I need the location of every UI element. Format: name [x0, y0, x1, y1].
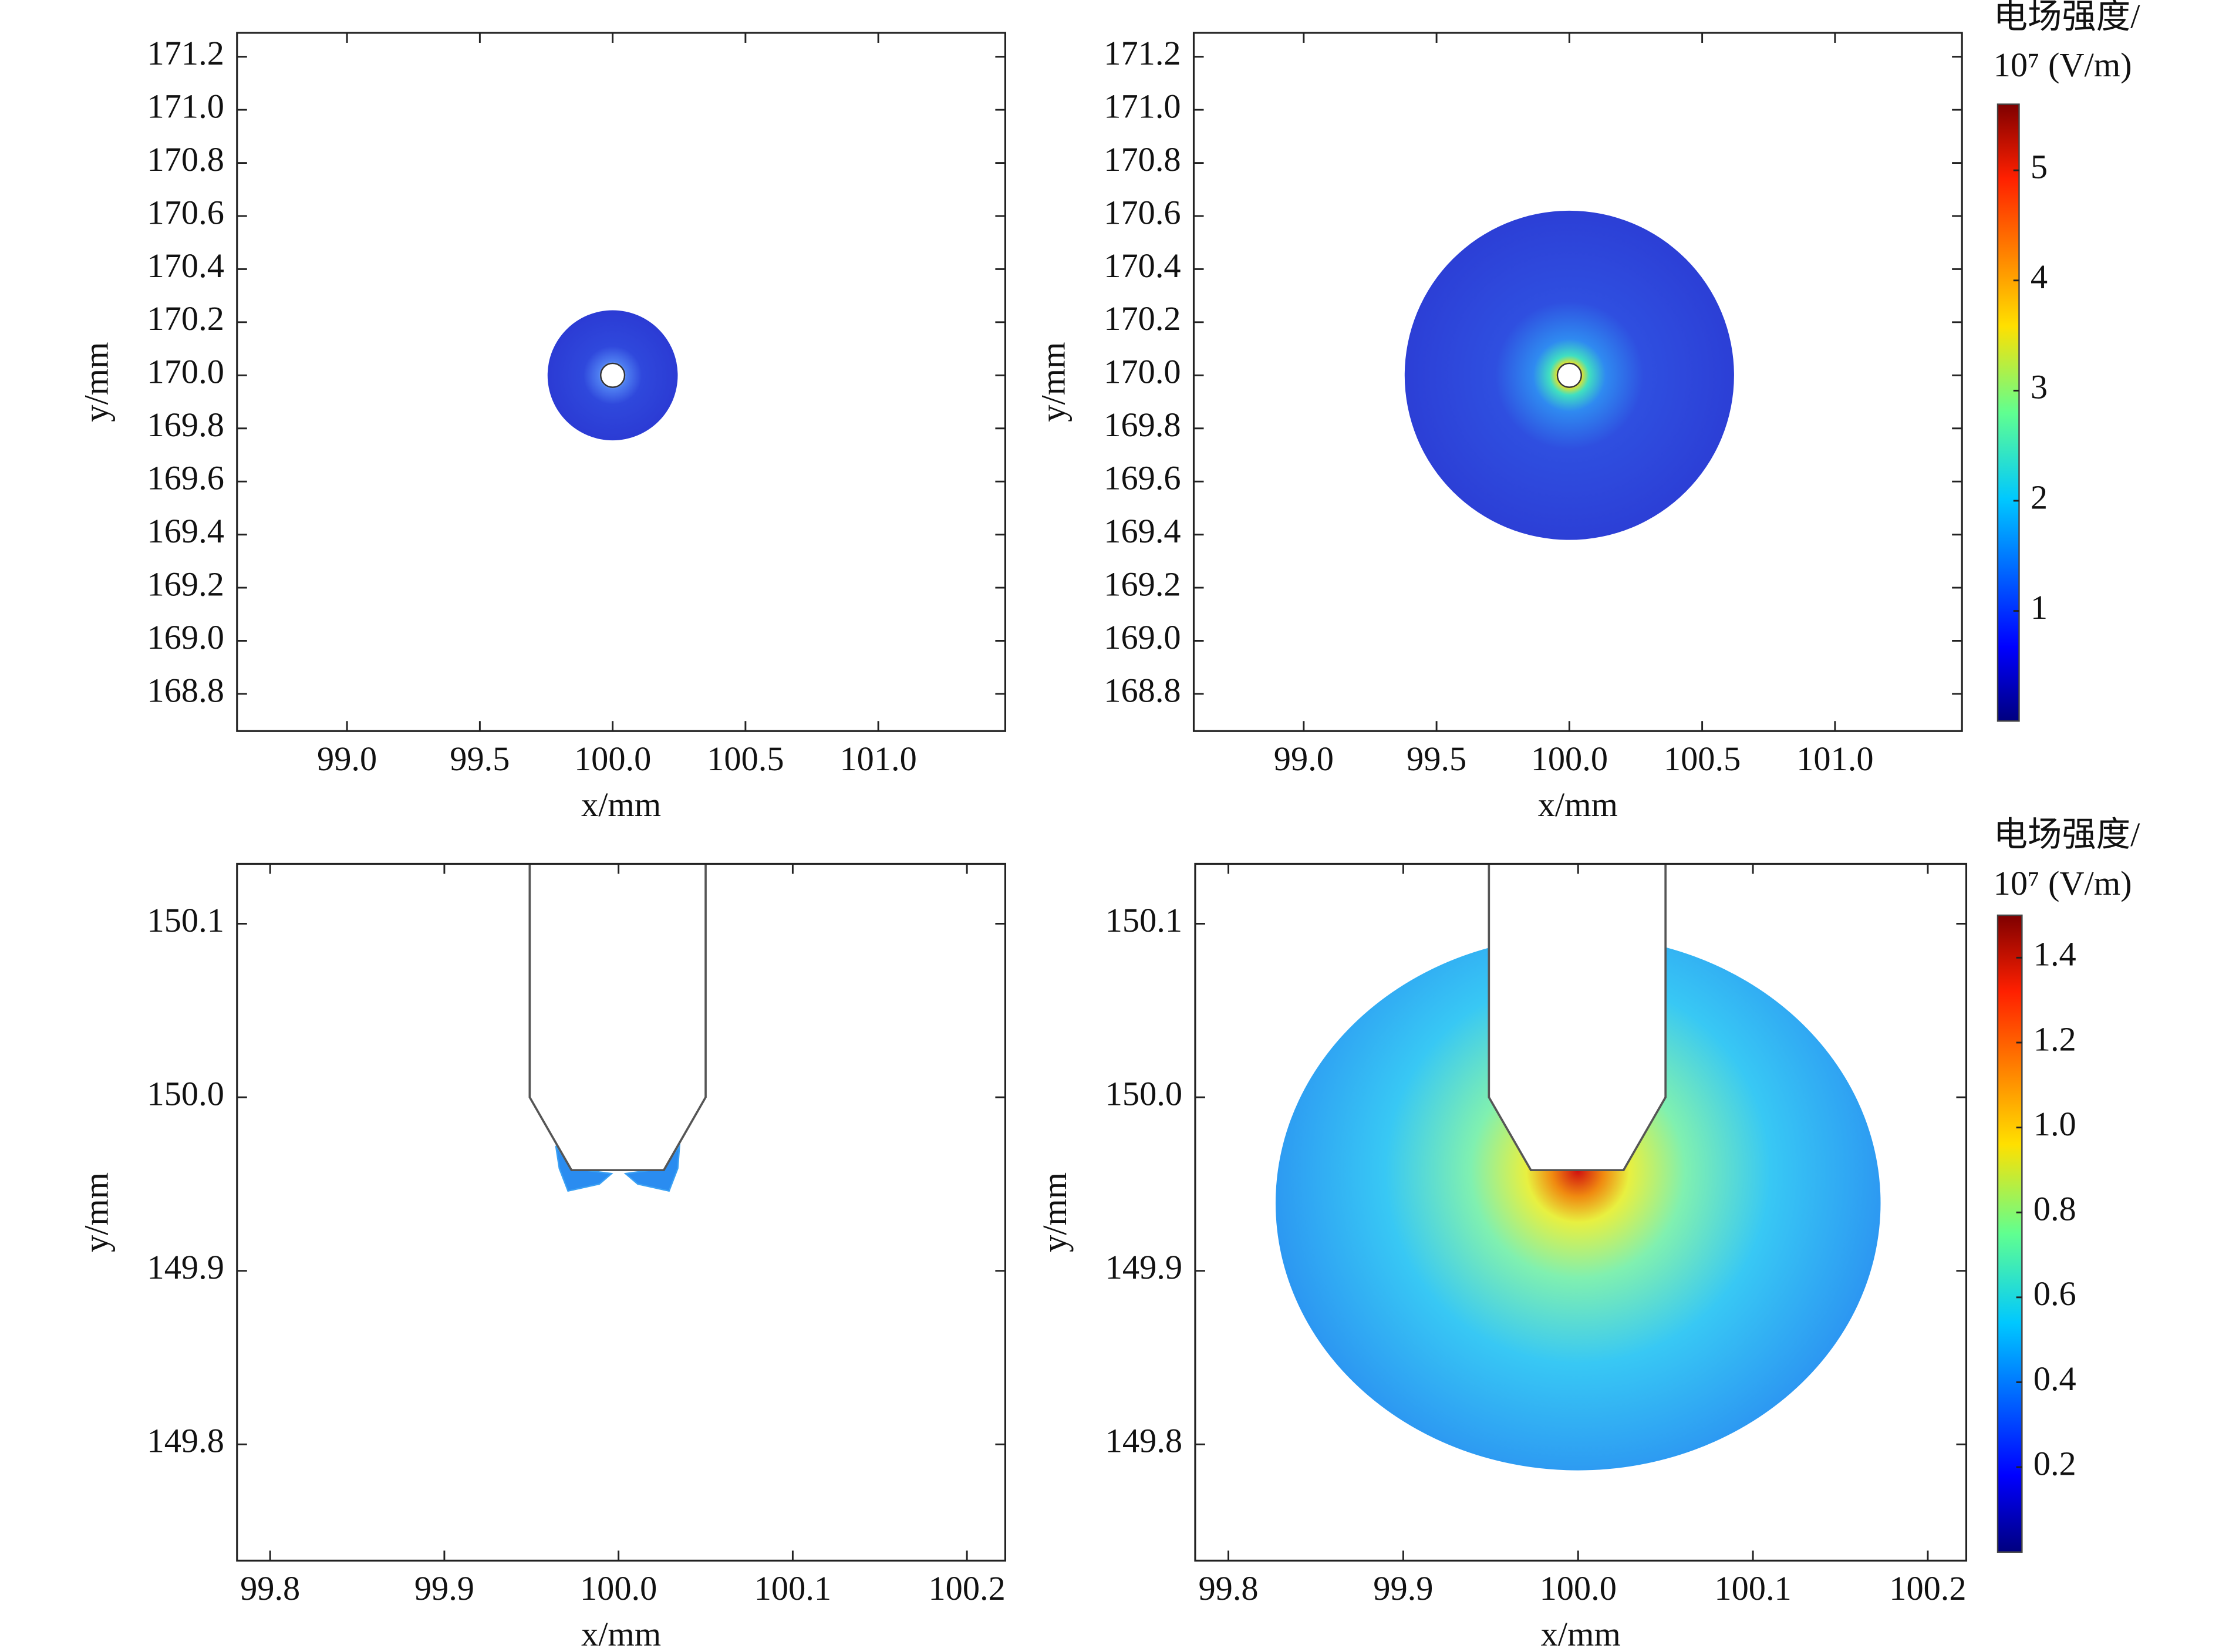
colorbar-label: 10⁷ (V/m): [1994, 46, 2132, 84]
y-tick-label: 168.8: [1104, 671, 1181, 709]
colorbar-tick-label: 1.4: [2033, 935, 2076, 973]
x-tick-label: 100.2: [928, 1569, 1005, 1607]
y-tick-label: 171.0: [1104, 87, 1181, 125]
plot-area: [1275, 864, 1881, 1471]
colorbar-tick-label: 0.4: [2033, 1360, 2076, 1398]
x-axis-label: x/mm: [581, 1615, 661, 1652]
y-tick-label: 170.0: [147, 353, 224, 391]
conductor: [1556, 362, 1582, 388]
colorbar-tick-label: 0.8: [2033, 1190, 2076, 1228]
y-tick-label: 169.4: [1104, 512, 1181, 550]
y-tick-label: 169.0: [1104, 618, 1181, 656]
colorbar-tick-label: 3: [2031, 368, 2048, 406]
y-tick-label: 150.1: [147, 901, 224, 939]
y-tick-label: 149.8: [147, 1422, 224, 1460]
y-axis-label: y/mm: [77, 342, 116, 422]
colorbar-tick-label: 0.2: [2033, 1445, 2076, 1483]
x-tick-label: 100.0: [580, 1569, 657, 1607]
plot-frame: [236, 862, 1007, 1562]
y-tick-label: 169.8: [1104, 406, 1181, 444]
x-tick-label: 99.8: [240, 1569, 300, 1607]
x-tick-label: 100.0: [1540, 1569, 1617, 1607]
y-tick-label: 168.8: [147, 671, 224, 709]
x-axis-label: x/mm: [1538, 785, 1618, 824]
x-tick-label: 99.8: [1198, 1569, 1258, 1607]
x-axis-label: x/mm: [581, 785, 661, 824]
y-tick-label: 170.2: [1104, 299, 1181, 338]
y-tick-label: 150.0: [1105, 1074, 1182, 1112]
colorbar-tick-label: 1.0: [2033, 1105, 2076, 1143]
y-tick-label: 169.6: [1104, 459, 1181, 497]
y-tick-label: 170.6: [147, 193, 224, 231]
x-axis-label: x/mm: [1541, 1615, 1621, 1652]
colorbar: [1997, 103, 2020, 722]
x-tick-label: 100.5: [1664, 740, 1741, 778]
x-tick-label: 99.0: [1274, 740, 1334, 778]
x-tick-label: 100.1: [1714, 1569, 1791, 1607]
y-tick-label: 169.4: [147, 512, 224, 550]
colorbar-tick-label: 2: [2031, 478, 2048, 516]
x-tick-label: 99.5: [450, 740, 510, 778]
colorbar-label: 10⁷ (V/m): [1994, 864, 2132, 902]
y-tick-label: 170.4: [1104, 247, 1181, 285]
y-tick-label: 150.1: [1105, 901, 1182, 939]
field-region: [1275, 936, 1881, 1471]
y-tick-label: 170.2: [147, 299, 224, 338]
electrode: [528, 864, 707, 1172]
y-axis-label: y/mm: [1034, 342, 1072, 422]
plot-area: [528, 864, 707, 1192]
y-tick-label: 171.2: [147, 34, 224, 72]
colorbar-tick-label: 1.2: [2033, 1020, 2076, 1058]
y-tick-label: 169.6: [147, 459, 224, 497]
colorbar-tick-label: 1: [2031, 588, 2048, 626]
x-tick-label: 100.0: [574, 740, 651, 778]
y-tick-label: 170.8: [147, 140, 224, 178]
colorbar-label: 电场强度/: [1994, 815, 2140, 854]
y-tick-label: 169.2: [1104, 565, 1181, 603]
x-tick-label: 100.5: [707, 740, 784, 778]
electrode: [1488, 864, 1667, 1172]
y-tick-label: 149.8: [1105, 1422, 1182, 1460]
y-tick-label: 169.2: [147, 565, 224, 603]
y-tick-label: 170.4: [147, 247, 224, 285]
x-tick-label: 99.0: [317, 740, 377, 778]
y-tick-label: 150.0: [147, 1074, 224, 1112]
colorbar-tick-label: 4: [2031, 258, 2048, 296]
y-axis-label: y/mm: [1036, 1172, 1074, 1252]
conductor: [600, 362, 626, 388]
x-tick-label: 100.0: [1531, 740, 1608, 778]
x-tick-label: 99.5: [1407, 740, 1466, 778]
x-tick-label: 100.1: [754, 1569, 831, 1607]
y-tick-label: 170.0: [1104, 353, 1181, 391]
y-tick-label: 169.0: [147, 618, 224, 656]
y-tick-label: 169.8: [147, 406, 224, 444]
y-tick-label: 171.2: [1104, 34, 1181, 72]
x-tick-label: 101.0: [1796, 740, 1873, 778]
y-tick-label: 171.0: [147, 87, 224, 125]
x-tick-label: 100.2: [1889, 1569, 1966, 1607]
colorbar-tick-label: 5: [2031, 148, 2048, 186]
plot-frame: [236, 32, 1007, 732]
y-tick-label: 170.6: [1104, 193, 1181, 231]
colorbar: [1997, 914, 2023, 1553]
x-tick-label: 101.0: [839, 740, 916, 778]
y-tick-label: 149.9: [1105, 1248, 1182, 1286]
plot-frame: [1192, 32, 1963, 732]
plot-frame: [1194, 862, 1968, 1562]
y-tick-label: 149.9: [147, 1248, 224, 1286]
y-tick-label: 170.8: [1104, 140, 1181, 178]
colorbar-label: 电场强度/: [1994, 0, 2140, 35]
colorbar-tick-label: 0.6: [2033, 1275, 2076, 1313]
y-axis-label: y/mm: [77, 1172, 116, 1252]
x-tick-label: 99.9: [1373, 1569, 1433, 1607]
x-tick-label: 99.9: [414, 1569, 474, 1607]
